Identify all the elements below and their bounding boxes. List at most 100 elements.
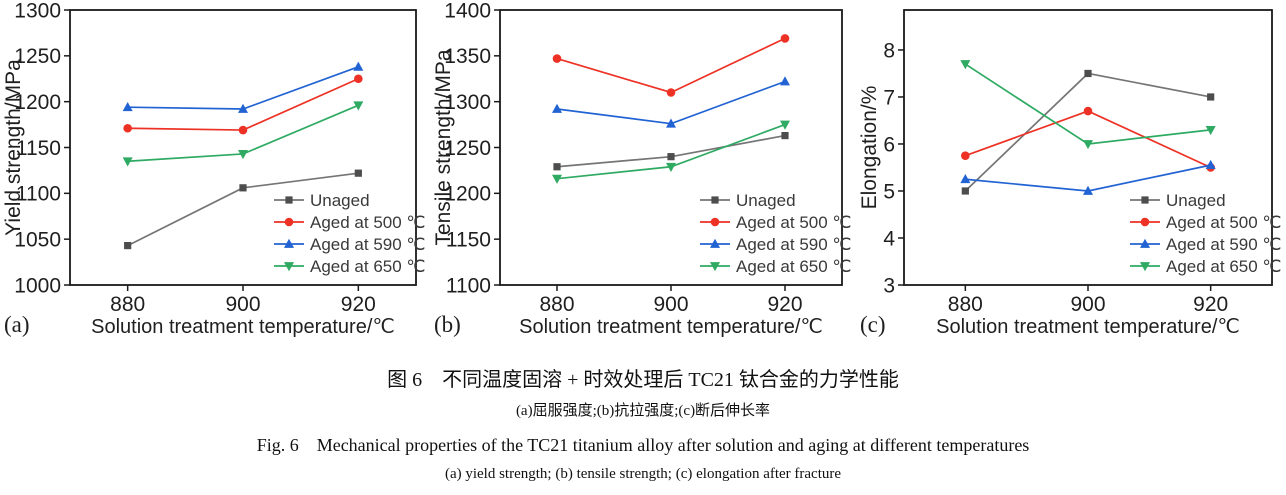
triangle-down-marker xyxy=(780,120,790,130)
square-marker xyxy=(1084,69,1092,78)
legend-label: Aged at 590 ℃ xyxy=(736,235,852,254)
chart-panel-a: 1000 1050 1100 1150 1200 1250 1300 880 900 920 Yie… xyxy=(0,0,430,339)
triangle-down-marker xyxy=(1083,140,1093,150)
x-tick-label: 880 xyxy=(110,293,145,312)
circle-marker xyxy=(284,217,294,227)
panel-letter-b: (b) xyxy=(434,312,461,337)
x-tick-label: 920 xyxy=(767,293,802,312)
triangle-up-marker xyxy=(1140,238,1150,248)
triangle-down-marker xyxy=(122,157,133,167)
circle-marker xyxy=(123,123,132,133)
x-axis-title-b: Solution treatment temperature/℃ xyxy=(519,316,823,338)
legend-label: Unaged xyxy=(736,191,796,210)
x-tick-label: 900 xyxy=(1070,293,1105,312)
series-line xyxy=(965,110,1212,169)
circle-marker xyxy=(961,151,970,161)
y-tick-label: 1100 xyxy=(16,183,61,206)
y-tick-label: 1250 xyxy=(14,45,61,68)
panel-letter-a: (a) xyxy=(4,312,30,337)
triangle-up-marker xyxy=(960,174,971,184)
triangle-up-marker xyxy=(710,238,720,248)
triangle-up-marker xyxy=(1205,159,1216,170)
legend-label: Aged at 590 ℃ xyxy=(1166,235,1282,254)
triangle-down-marker xyxy=(238,150,248,160)
x-tick-label: 920 xyxy=(1193,293,1228,312)
legend-label: Aged at 650 ℃ xyxy=(736,257,852,276)
circle-marker xyxy=(780,34,790,43)
charts-row: 1000 1050 1100 1150 1200 1250 1300 880 900 920 Yie… xyxy=(0,0,1282,339)
figure-caption: 图 6 不同温度固溶 + 时效处理后 TC21 钛合金的力学性能 (a)屈服强度… xyxy=(0,363,1286,483)
legend-label: Aged at 650 ℃ xyxy=(310,257,426,276)
caption-zh-title: 图 6 不同温度固溶 + 时效处理后 TC21 钛合金的力学性能 xyxy=(387,369,899,391)
triangle-down-marker xyxy=(353,101,364,111)
y-tick-label: 5 xyxy=(883,180,895,203)
y-axis-title: Tensile strength/MPa xyxy=(432,49,455,245)
caption-en-subtitle: (a) yield strength; (b) tensile strength… xyxy=(444,466,842,482)
square-marker xyxy=(1207,93,1215,101)
y-tick-label: 1200 xyxy=(14,91,61,114)
triangle-up-marker xyxy=(238,103,248,113)
triangle-down-marker xyxy=(1205,125,1216,136)
y-tick-label: 1100 xyxy=(446,274,491,297)
xlabel-row-a: (a) Solution treatment temperature/℃ xyxy=(0,312,430,339)
tensile-strength-chart: 1100 1150 1200 1250 1300 1350 1400 880 900 920 Ten… xyxy=(432,0,852,312)
triangle-down-marker xyxy=(1140,262,1150,272)
y-tick-label: 1300 xyxy=(14,0,61,22)
x-tick-label: 920 xyxy=(341,293,376,312)
square-marker xyxy=(124,241,132,250)
series-line xyxy=(127,66,359,110)
y-tick-label: 4 xyxy=(883,227,895,250)
x-tick-label: 880 xyxy=(948,293,983,312)
circle-marker xyxy=(1140,217,1150,227)
legend-label: Aged at 590 ℃ xyxy=(310,235,426,254)
x-axis-title-c: Solution treatment temperature/℃ xyxy=(936,316,1240,338)
y-tick-label: 1250 xyxy=(444,137,491,160)
legend-label: Unaged xyxy=(1166,191,1226,210)
y-axis-title: Elongation/% xyxy=(858,86,881,210)
square-marker xyxy=(961,187,969,195)
y-tick-label: 8 xyxy=(883,39,895,62)
panel-letter-c: (c) xyxy=(860,312,886,337)
triangle-up-marker xyxy=(284,238,294,248)
caption-en-title: Fig. 6 Mechanical properties of the TC21… xyxy=(256,435,1030,455)
legend-label: Aged at 500 ℃ xyxy=(1166,213,1282,232)
triangle-down-marker xyxy=(666,162,676,172)
triangle-up-marker xyxy=(666,118,676,128)
elongation-chart: 3 4 5 6 7 8 880 900 920 Elongation/% Unaged Aged at… xyxy=(858,9,1282,312)
legend-label: Unaged xyxy=(310,191,370,210)
legend-label: Aged at 650 ℃ xyxy=(1166,257,1282,276)
yield-strength-chart: 1000 1050 1100 1150 1200 1250 1300 880 900 920 Yie… xyxy=(2,0,426,312)
y-tick-label: 1150 xyxy=(16,137,61,160)
series-line xyxy=(556,37,786,94)
square-marker xyxy=(553,163,561,171)
y-tick-label: 6 xyxy=(883,133,895,156)
y-tick-label: 1050 xyxy=(14,229,61,252)
triangle-up-marker xyxy=(780,76,790,86)
y-tick-label: 1000 xyxy=(14,274,61,297)
square-marker xyxy=(239,184,247,192)
triangle-down-marker xyxy=(284,262,294,272)
triangle-up-marker xyxy=(122,101,133,112)
y-tick-label: 1350 xyxy=(444,45,491,68)
triangle-down-marker xyxy=(710,262,720,272)
square-marker xyxy=(781,131,789,140)
caption-zh-subtitle: (a)屈服强度;(b)抗拉强度;(c)断后伸长率 xyxy=(515,403,771,419)
triangle-up-marker xyxy=(353,61,364,71)
chart-panel-b: 1100 1150 1200 1250 1300 1350 1400 880 900 920 Ten… xyxy=(430,0,856,339)
circle-marker xyxy=(710,217,720,227)
y-tick-label: 7 xyxy=(883,86,895,109)
circle-marker xyxy=(552,54,562,63)
circle-marker xyxy=(666,88,676,97)
triangle-down-marker xyxy=(552,174,562,184)
circle-marker xyxy=(354,74,363,84)
x-tick-label: 900 xyxy=(225,293,260,312)
y-tick-label: 1200 xyxy=(444,183,491,206)
xlabel-row-b: (b) Solution treatment temperature/℃ xyxy=(430,312,856,339)
y-axis-title: Yield strength/MPa xyxy=(2,59,25,236)
square-marker xyxy=(1141,196,1149,204)
triangle-down-marker xyxy=(960,60,971,70)
y-tick-label: 1300 xyxy=(444,91,491,114)
triangle-up-marker xyxy=(552,103,562,113)
legend-label: Aged at 500 ℃ xyxy=(310,213,426,232)
